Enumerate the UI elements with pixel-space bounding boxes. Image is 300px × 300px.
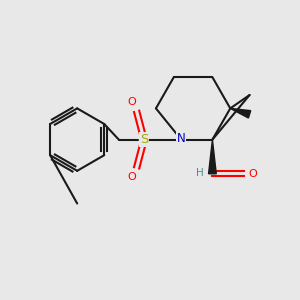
Text: O: O	[127, 172, 136, 182]
Text: S: S	[140, 133, 148, 146]
Polygon shape	[230, 108, 251, 118]
Polygon shape	[208, 140, 216, 174]
Text: O: O	[248, 169, 257, 179]
Text: N: N	[177, 132, 186, 145]
Text: O: O	[127, 97, 136, 107]
Text: H: H	[196, 168, 204, 178]
